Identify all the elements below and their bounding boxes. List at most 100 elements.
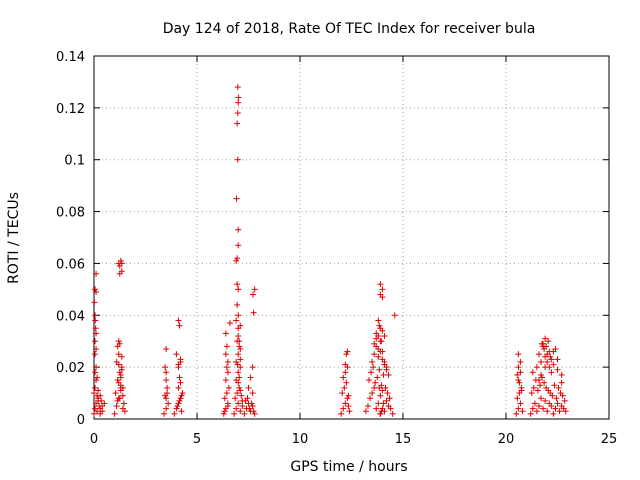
data-point <box>175 384 182 391</box>
data-point <box>558 379 565 386</box>
data-point <box>517 400 524 407</box>
data-point <box>93 364 100 371</box>
data-point <box>346 408 353 415</box>
data-point <box>162 364 169 371</box>
data-point <box>367 395 374 402</box>
plot-frame <box>93 55 610 420</box>
x-tick-label: 20 <box>498 432 515 447</box>
data-point <box>93 377 100 384</box>
data-point <box>97 392 104 399</box>
data-point <box>221 408 228 415</box>
data-point <box>114 397 121 404</box>
data-point <box>235 99 242 106</box>
data-point <box>120 400 127 407</box>
data-point <box>515 405 522 412</box>
data-point <box>380 371 387 378</box>
data-point <box>235 94 242 101</box>
data-point <box>547 353 554 360</box>
data-point <box>540 340 547 347</box>
data-point <box>234 390 241 397</box>
data-point <box>517 369 524 376</box>
data-point <box>379 387 386 394</box>
data-point <box>548 403 555 410</box>
data-point <box>379 294 386 301</box>
data-point <box>371 340 378 347</box>
data-point <box>232 395 239 402</box>
data-point <box>93 288 100 295</box>
data-point <box>92 286 99 293</box>
data-point <box>233 405 240 412</box>
data-point <box>237 364 244 371</box>
data-point <box>234 255 241 262</box>
data-point <box>222 377 229 384</box>
data-point <box>226 320 233 327</box>
data-point <box>553 395 560 402</box>
data-point <box>95 387 102 394</box>
y-tick-label: 0.06 <box>56 257 85 272</box>
data-point <box>234 84 241 91</box>
tick-labels: 0 0.02 0.04 0.06 0.08 0.1 0.12 0.14 0 5 10 15 20 25 <box>56 50 617 447</box>
data-point <box>119 392 126 399</box>
data-point <box>118 268 125 275</box>
data-point <box>178 392 185 399</box>
data-point <box>179 390 186 397</box>
data-point <box>92 351 99 358</box>
data-point <box>544 408 551 415</box>
data-point <box>111 410 118 417</box>
data-point <box>364 403 371 410</box>
data-point <box>545 338 552 345</box>
data-point <box>375 353 382 360</box>
data-point <box>163 405 170 412</box>
data-point <box>235 333 242 340</box>
data-point <box>385 371 392 378</box>
data-point <box>369 390 376 397</box>
data-point <box>115 351 122 358</box>
data-point <box>93 270 100 277</box>
data-point <box>368 369 375 376</box>
data-point <box>530 384 537 391</box>
data-point <box>345 403 352 410</box>
data-point <box>223 343 230 350</box>
data-point <box>379 327 386 334</box>
data-point <box>371 384 378 391</box>
data-point <box>235 400 242 407</box>
data-point <box>549 392 556 399</box>
data-point <box>116 340 123 347</box>
data-point <box>558 371 565 378</box>
data-point <box>164 390 171 397</box>
data-point <box>173 351 180 358</box>
data-point <box>527 410 534 417</box>
y-tick-label: 0.08 <box>56 206 85 221</box>
data-point <box>341 384 348 391</box>
data-point <box>176 374 183 381</box>
data-point <box>339 390 346 397</box>
data-point <box>165 400 172 407</box>
data-point <box>163 377 170 384</box>
data-point <box>372 379 379 386</box>
data-point <box>540 405 547 412</box>
data-point <box>237 356 244 363</box>
data-point <box>375 345 382 352</box>
data-point <box>234 281 241 288</box>
data-point <box>235 286 242 293</box>
data-point <box>375 317 382 324</box>
data-point <box>376 322 383 329</box>
data-point <box>550 348 557 355</box>
data-point <box>375 333 382 340</box>
data-point <box>235 242 242 249</box>
data-point <box>241 410 248 417</box>
data-point <box>376 384 383 391</box>
y-tick-label: 0.12 <box>56 102 85 117</box>
data-point <box>369 358 376 365</box>
data-point <box>164 384 171 391</box>
data-point <box>225 384 232 391</box>
data-point <box>91 390 97 397</box>
data-point <box>92 325 99 332</box>
data-point <box>554 366 561 373</box>
y-tick-label: 0.1 <box>64 154 85 169</box>
data-point <box>171 410 178 417</box>
data-point <box>237 408 244 415</box>
data-point <box>173 405 180 412</box>
data-point <box>373 405 380 412</box>
